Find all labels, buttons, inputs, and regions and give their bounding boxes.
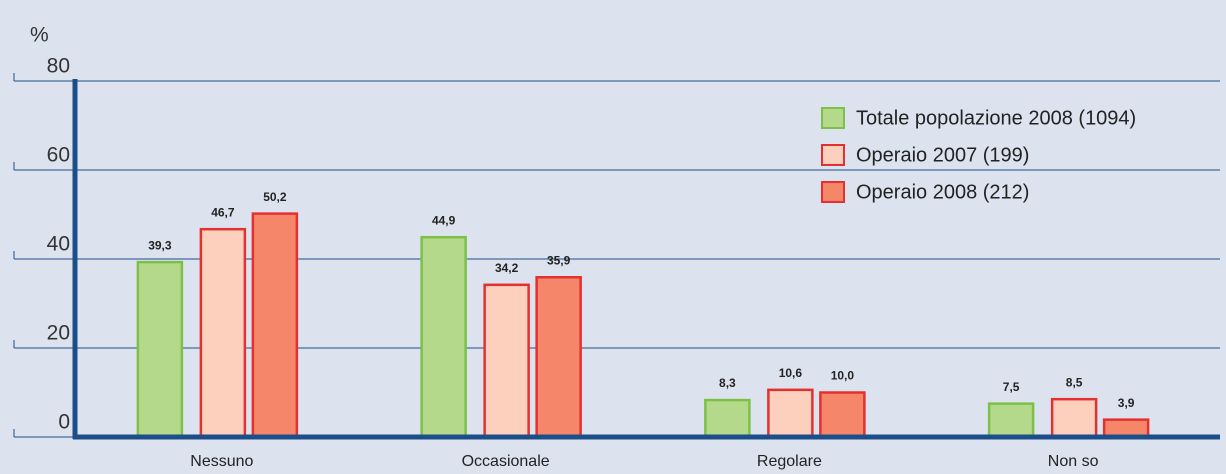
value-label: 7,5 (1003, 380, 1020, 394)
legend-label: Operaio 2007 (199) (856, 144, 1029, 166)
bar (767, 388, 814, 439)
bar (1102, 418, 1150, 439)
bar (1050, 397, 1098, 439)
legend-swatch (821, 144, 845, 166)
y-tick-label: 0 (58, 411, 70, 434)
x-tick-label: Occasionale (462, 453, 550, 470)
x-tick-label: Regolare (757, 453, 822, 470)
bar (420, 235, 467, 439)
legend-swatch (821, 181, 845, 203)
legend-swatch (821, 107, 845, 129)
bar (199, 227, 247, 439)
y-tick-label: 80 (47, 55, 70, 78)
value-label: 46,7 (211, 205, 235, 219)
value-label: 39,3 (148, 238, 172, 252)
y-tick-label: 60 (47, 144, 70, 167)
value-label: 10,6 (779, 366, 803, 380)
value-label: 44,9 (432, 213, 456, 227)
y-axis-label: % (30, 24, 49, 47)
value-label: 8,3 (719, 376, 736, 390)
value-label: 35,9 (547, 253, 571, 267)
legend-label: Totale popolazione 2008 (1094) (856, 107, 1136, 129)
bar (987, 402, 1035, 439)
value-label: 8,5 (1066, 375, 1083, 389)
bar (136, 260, 184, 439)
value-label: 10,0 (831, 369, 855, 383)
legend-label: Operaio 2008 (212) (856, 181, 1029, 203)
bar (251, 212, 299, 439)
y-tick-label: 40 (47, 233, 70, 256)
x-tick-label: Nessuno (190, 453, 253, 470)
bar (704, 398, 751, 439)
x-tick-label: Non so (1048, 453, 1099, 470)
value-label: 3,9 (1118, 396, 1135, 410)
value-label: 50,2 (263, 190, 287, 204)
y-tick-label: 20 (47, 322, 70, 345)
bar (819, 391, 866, 439)
bar (535, 275, 582, 439)
bar (483, 283, 530, 439)
value-label: 34,2 (495, 261, 519, 275)
